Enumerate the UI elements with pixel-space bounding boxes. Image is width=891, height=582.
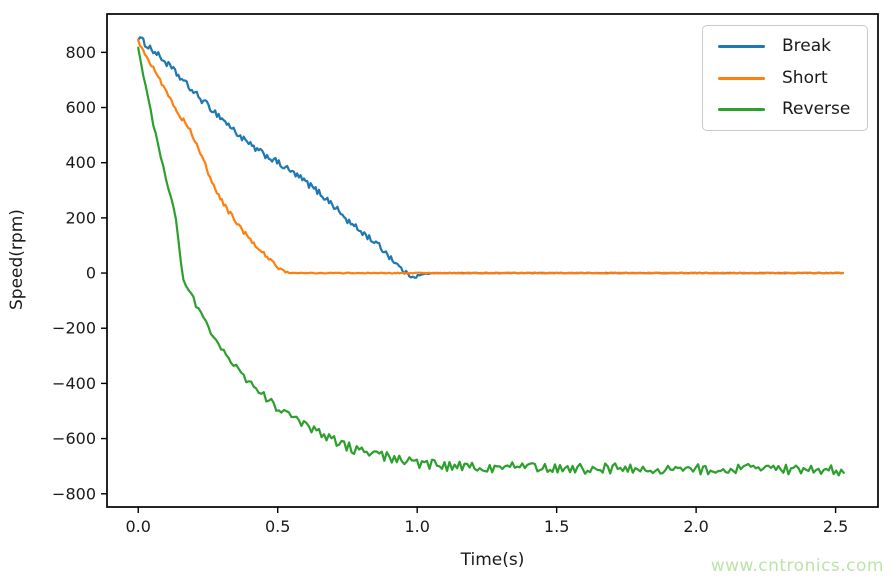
x-tick-label: 2.0 xyxy=(683,517,708,536)
watermark: www.cntronics.com xyxy=(710,556,884,576)
legend-line-swatch xyxy=(718,44,765,48)
legend-item-reverse: Reverse xyxy=(718,95,857,124)
y-tick-label: 800 xyxy=(65,43,96,62)
chart-legend: Break Short Reverse xyxy=(702,25,868,131)
y-tick-label: 0 xyxy=(86,264,96,283)
x-tick-label: 0.0 xyxy=(126,517,151,536)
series-line-reverse xyxy=(137,46,845,477)
y-tick-label: 600 xyxy=(65,98,96,117)
x-tick-label: 0.5 xyxy=(265,517,290,536)
y-tick-label: −600 xyxy=(52,429,96,448)
legend-label: Reverse xyxy=(782,99,851,120)
y-tick-label: 200 xyxy=(65,208,96,227)
legend-label: Short xyxy=(782,67,828,88)
y-axis-label: Speed(rpm) xyxy=(7,209,27,311)
y-tick-label: −800 xyxy=(52,484,96,503)
x-tick-label: 1.5 xyxy=(544,517,569,536)
legend-item-break: Break xyxy=(718,32,857,61)
legend-line-swatch xyxy=(718,76,765,80)
y-tick-label: 400 xyxy=(65,153,96,172)
legend-line-swatch xyxy=(718,108,765,112)
legend-label: Break xyxy=(782,35,831,56)
axes-box xyxy=(106,13,879,508)
x-tick-label: 1.0 xyxy=(404,517,429,536)
legend-item-short: Short xyxy=(718,64,857,93)
y-tick-label: −200 xyxy=(52,319,96,338)
series-line-short xyxy=(137,38,844,275)
x-tick-label: 2.5 xyxy=(823,517,848,536)
x-axis-label: Time(s) xyxy=(460,550,525,570)
y-tick-label: −400 xyxy=(52,374,96,393)
